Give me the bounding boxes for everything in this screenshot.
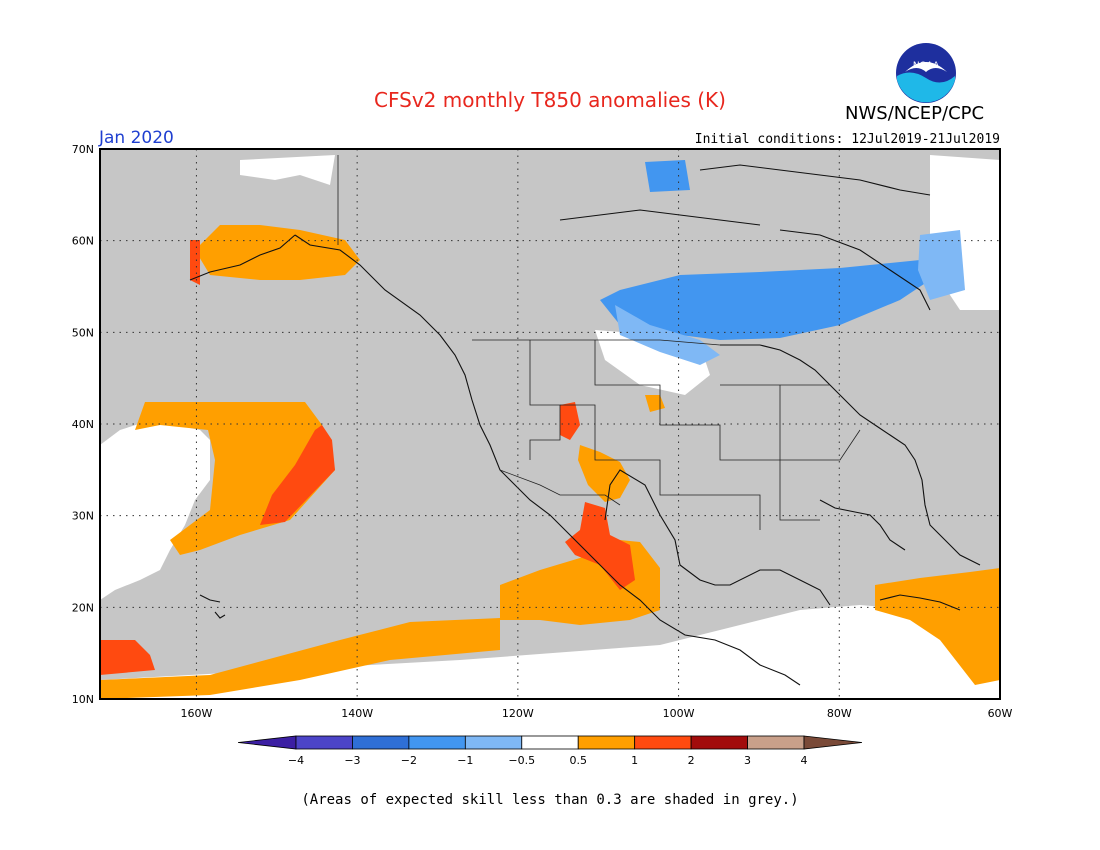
colorbar-bin xyxy=(521,735,579,750)
colorbar-bin xyxy=(690,735,748,750)
colorbar-tick-label: −1 xyxy=(457,754,473,767)
orange-region-southwest xyxy=(578,445,630,502)
latitude-label: 60N xyxy=(72,235,94,248)
colorbar-bin xyxy=(408,735,466,750)
colorbar-bin xyxy=(747,735,805,750)
red-region-central-pacific xyxy=(260,425,335,525)
latitude-label: 20N xyxy=(72,601,94,614)
latitude-labels: 70N 60N 50N 40N 30N 20N 10N xyxy=(72,143,94,706)
logo-text: NOAA xyxy=(913,61,940,71)
noaa-logo: NOAA xyxy=(896,43,956,103)
latitude-label: 50N xyxy=(72,326,94,339)
colorbar-tick-label: 4 xyxy=(801,754,808,767)
colorbar-tick-label: −0.5 xyxy=(508,754,535,767)
white-region-west-pacific xyxy=(100,420,210,600)
longitude-label: 80W xyxy=(827,707,852,720)
map-field xyxy=(100,149,1000,699)
coastlines xyxy=(189,164,981,686)
longitude-labels: 160W 140W 120W 100W 80W 60W xyxy=(180,707,1012,720)
orange-region-caribbean xyxy=(875,568,1000,685)
latitude-label: 30N xyxy=(72,510,94,523)
latitude-label: 10N xyxy=(72,693,94,706)
colorbar-tick-label: −4 xyxy=(288,754,304,767)
colorbar-bin xyxy=(634,735,692,750)
colorbar-bin xyxy=(238,735,297,750)
longitude-label: 60W xyxy=(988,707,1013,720)
colorbar-tick-label: 0.5 xyxy=(569,754,587,767)
longitude-label: 140W xyxy=(341,707,373,720)
map-frame xyxy=(99,148,1001,700)
colorbar-bin xyxy=(577,735,636,750)
colorbar-bin xyxy=(352,735,410,750)
valid-month: Jan 2020 xyxy=(99,128,174,148)
blue-region-hudson xyxy=(600,260,930,340)
agency-label: NWS/NCEP/CPC xyxy=(845,103,985,124)
latitude-label: 70N xyxy=(72,143,94,156)
light-blue-region-prairie xyxy=(615,305,720,365)
longitude-label: 160W xyxy=(180,707,212,720)
colorbar-bin xyxy=(803,735,862,750)
blue-region-arctic xyxy=(645,160,690,192)
red-region-hawaii-west xyxy=(100,640,155,675)
colorbar-tick-label: −2 xyxy=(401,754,417,767)
light-blue-region-labrador xyxy=(918,230,965,300)
red-region-gulf-of-california xyxy=(565,502,635,590)
red-region-alaska-coast xyxy=(190,240,200,285)
skill-footnote: (Areas of expected skill less than 0.3 a… xyxy=(301,792,799,808)
graticule xyxy=(100,149,1000,699)
colorbar-tick-label: 1 xyxy=(631,754,638,767)
orange-region-tropical-pacific xyxy=(100,618,500,699)
colorbar-tick-label: −3 xyxy=(344,754,360,767)
colorbar-bin xyxy=(295,735,353,750)
white-region-arctic xyxy=(240,155,335,185)
longitude-label: 120W xyxy=(502,707,534,720)
anomaly-map: 70N 60N 50N 40N 30N 20N 10N 160W 140W 120W 100W 80… xyxy=(72,143,1013,720)
political-borders xyxy=(337,155,861,530)
red-region-rockies xyxy=(560,402,580,440)
white-region-south xyxy=(100,605,1000,699)
colorbar-tick-label: 3 xyxy=(744,754,751,767)
longitude-label: 100W xyxy=(663,707,695,720)
map-title: CFSv2 monthly T850 anomalies (K) xyxy=(374,88,726,112)
colorbar-tick-label: 2 xyxy=(688,754,695,767)
colorbar-bin xyxy=(464,735,523,750)
latitude-label: 40N xyxy=(72,418,94,431)
colorbar-legend: −4 −3 −2 −1 −0.5 0.5 1 2 3 4 xyxy=(238,735,862,767)
initial-conditions: Initial conditions: 12Jul2019-21Jul2019 xyxy=(694,132,1000,147)
